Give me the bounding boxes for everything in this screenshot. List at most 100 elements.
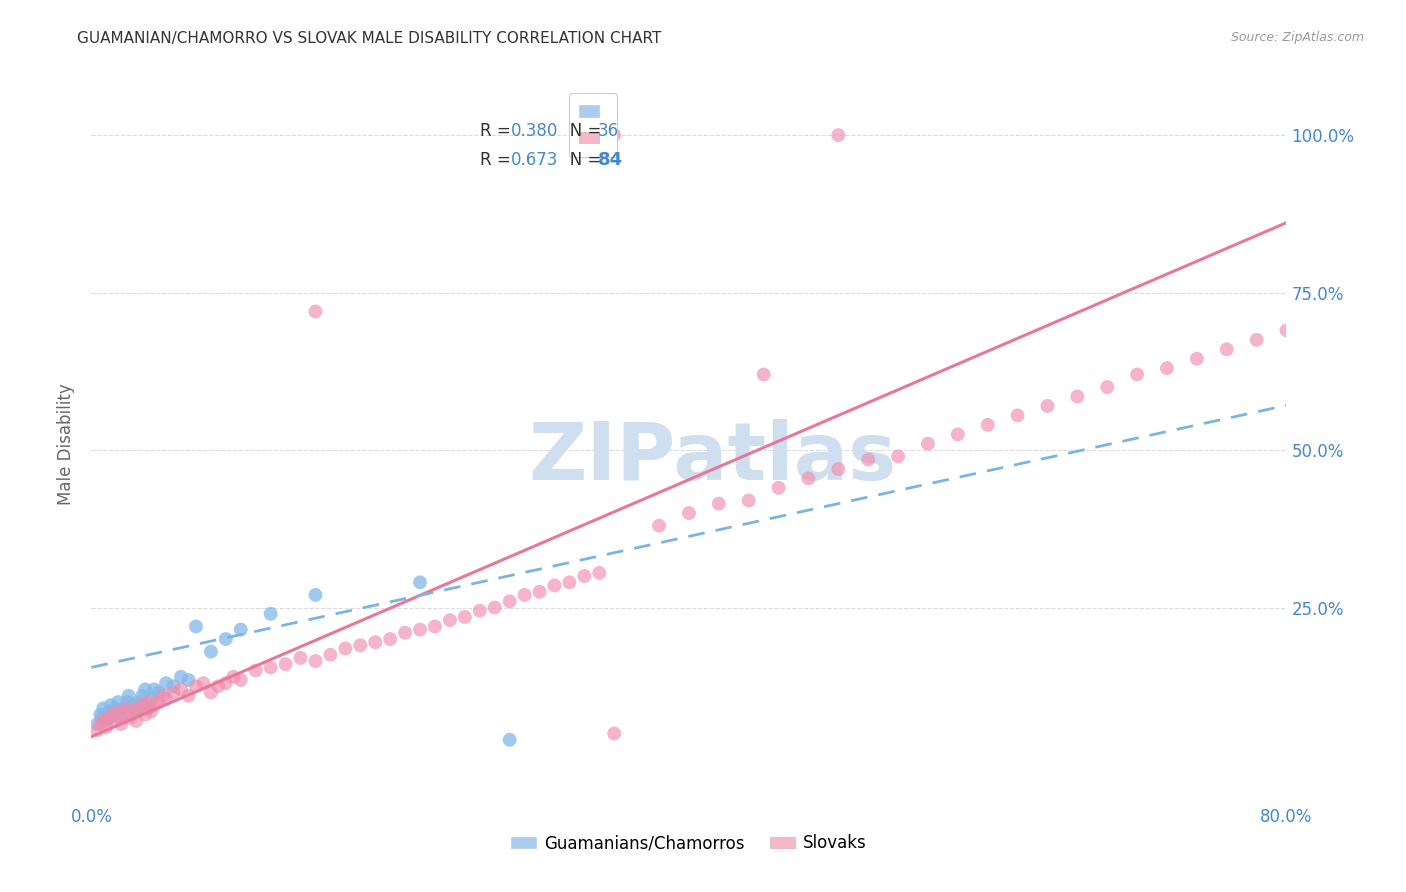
Point — [259, 607, 281, 621]
Point — [98, 711, 121, 725]
Point — [394, 625, 416, 640]
Point — [134, 707, 156, 722]
Point — [170, 670, 193, 684]
Point — [118, 689, 141, 703]
Point — [543, 578, 565, 592]
Point — [136, 701, 159, 715]
Point — [193, 676, 215, 690]
Legend: Guamanians/Chamorros, Slovaks: Guamanians/Chamorros, Slovaks — [505, 828, 873, 859]
Point — [101, 707, 124, 722]
Text: N =: N = — [554, 122, 606, 140]
Text: N =: N = — [554, 151, 606, 169]
Point — [89, 707, 111, 722]
Point — [229, 673, 252, 687]
Text: Source: ZipAtlas.com: Source: ZipAtlas.com — [1230, 31, 1364, 45]
Point — [122, 698, 145, 713]
Point — [513, 588, 536, 602]
Text: R =: R = — [479, 151, 516, 169]
Point — [887, 450, 910, 464]
Point — [245, 664, 267, 678]
Point — [93, 701, 115, 715]
Point — [1036, 399, 1059, 413]
Point — [215, 632, 238, 646]
Point — [89, 717, 111, 731]
Text: 0.673: 0.673 — [510, 151, 558, 169]
Point — [170, 682, 193, 697]
Point — [380, 632, 402, 646]
Point — [215, 676, 238, 690]
Point — [107, 705, 129, 719]
Point — [768, 481, 790, 495]
Point — [148, 685, 170, 699]
Point — [115, 701, 138, 715]
Point — [184, 679, 207, 693]
Point — [1156, 361, 1178, 376]
Point — [98, 705, 121, 719]
Point — [1185, 351, 1208, 366]
Text: ZIPatlas: ZIPatlas — [529, 419, 897, 497]
Point — [131, 698, 153, 713]
Point — [207, 679, 229, 693]
Point — [86, 723, 108, 738]
Text: 36: 36 — [598, 122, 619, 140]
Point — [122, 705, 145, 719]
Point — [1007, 409, 1029, 423]
Point — [96, 720, 118, 734]
Point — [737, 493, 759, 508]
Point — [148, 695, 170, 709]
Point — [858, 452, 880, 467]
Point — [141, 691, 163, 706]
Point — [86, 717, 108, 731]
Point — [120, 707, 142, 722]
Point — [103, 707, 125, 722]
Y-axis label: Male Disability: Male Disability — [58, 383, 76, 505]
Point — [131, 689, 153, 703]
Point — [468, 604, 491, 618]
Point — [120, 711, 142, 725]
Point — [827, 462, 849, 476]
Point — [499, 732, 522, 747]
Text: R =: R = — [479, 122, 516, 140]
Point — [90, 711, 112, 725]
Point — [603, 128, 626, 142]
Point — [274, 657, 297, 672]
Point — [155, 676, 177, 690]
Point — [259, 660, 281, 674]
Point — [155, 691, 177, 706]
Point — [409, 623, 432, 637]
Point — [439, 613, 461, 627]
Point — [349, 638, 371, 652]
Point — [603, 726, 626, 740]
Point — [125, 714, 148, 728]
Point — [335, 641, 357, 656]
Point — [409, 575, 432, 590]
Point — [752, 368, 775, 382]
Point — [423, 619, 446, 633]
Point — [128, 695, 150, 709]
Point — [162, 685, 184, 699]
Point — [104, 701, 127, 715]
Point — [1275, 323, 1298, 337]
Point — [574, 569, 596, 583]
Point — [112, 701, 135, 715]
Point — [177, 673, 200, 687]
Point — [110, 711, 132, 725]
Point — [104, 714, 127, 728]
Text: GUAMANIAN/CHAMORRO VS SLOVAK MALE DISABILITY CORRELATION CHART: GUAMANIAN/CHAMORRO VS SLOVAK MALE DISABI… — [77, 31, 662, 46]
Point — [588, 566, 610, 580]
Point — [304, 654, 326, 668]
Point — [499, 594, 522, 608]
Point — [648, 518, 671, 533]
Point — [319, 648, 342, 662]
Point — [1216, 343, 1239, 357]
Point — [917, 437, 939, 451]
Point — [797, 471, 820, 485]
Point — [304, 588, 326, 602]
Point — [558, 575, 581, 590]
Point — [304, 304, 326, 318]
Point — [134, 682, 156, 697]
Point — [96, 714, 118, 728]
Point — [484, 600, 506, 615]
Point — [128, 701, 150, 715]
Point — [454, 610, 477, 624]
